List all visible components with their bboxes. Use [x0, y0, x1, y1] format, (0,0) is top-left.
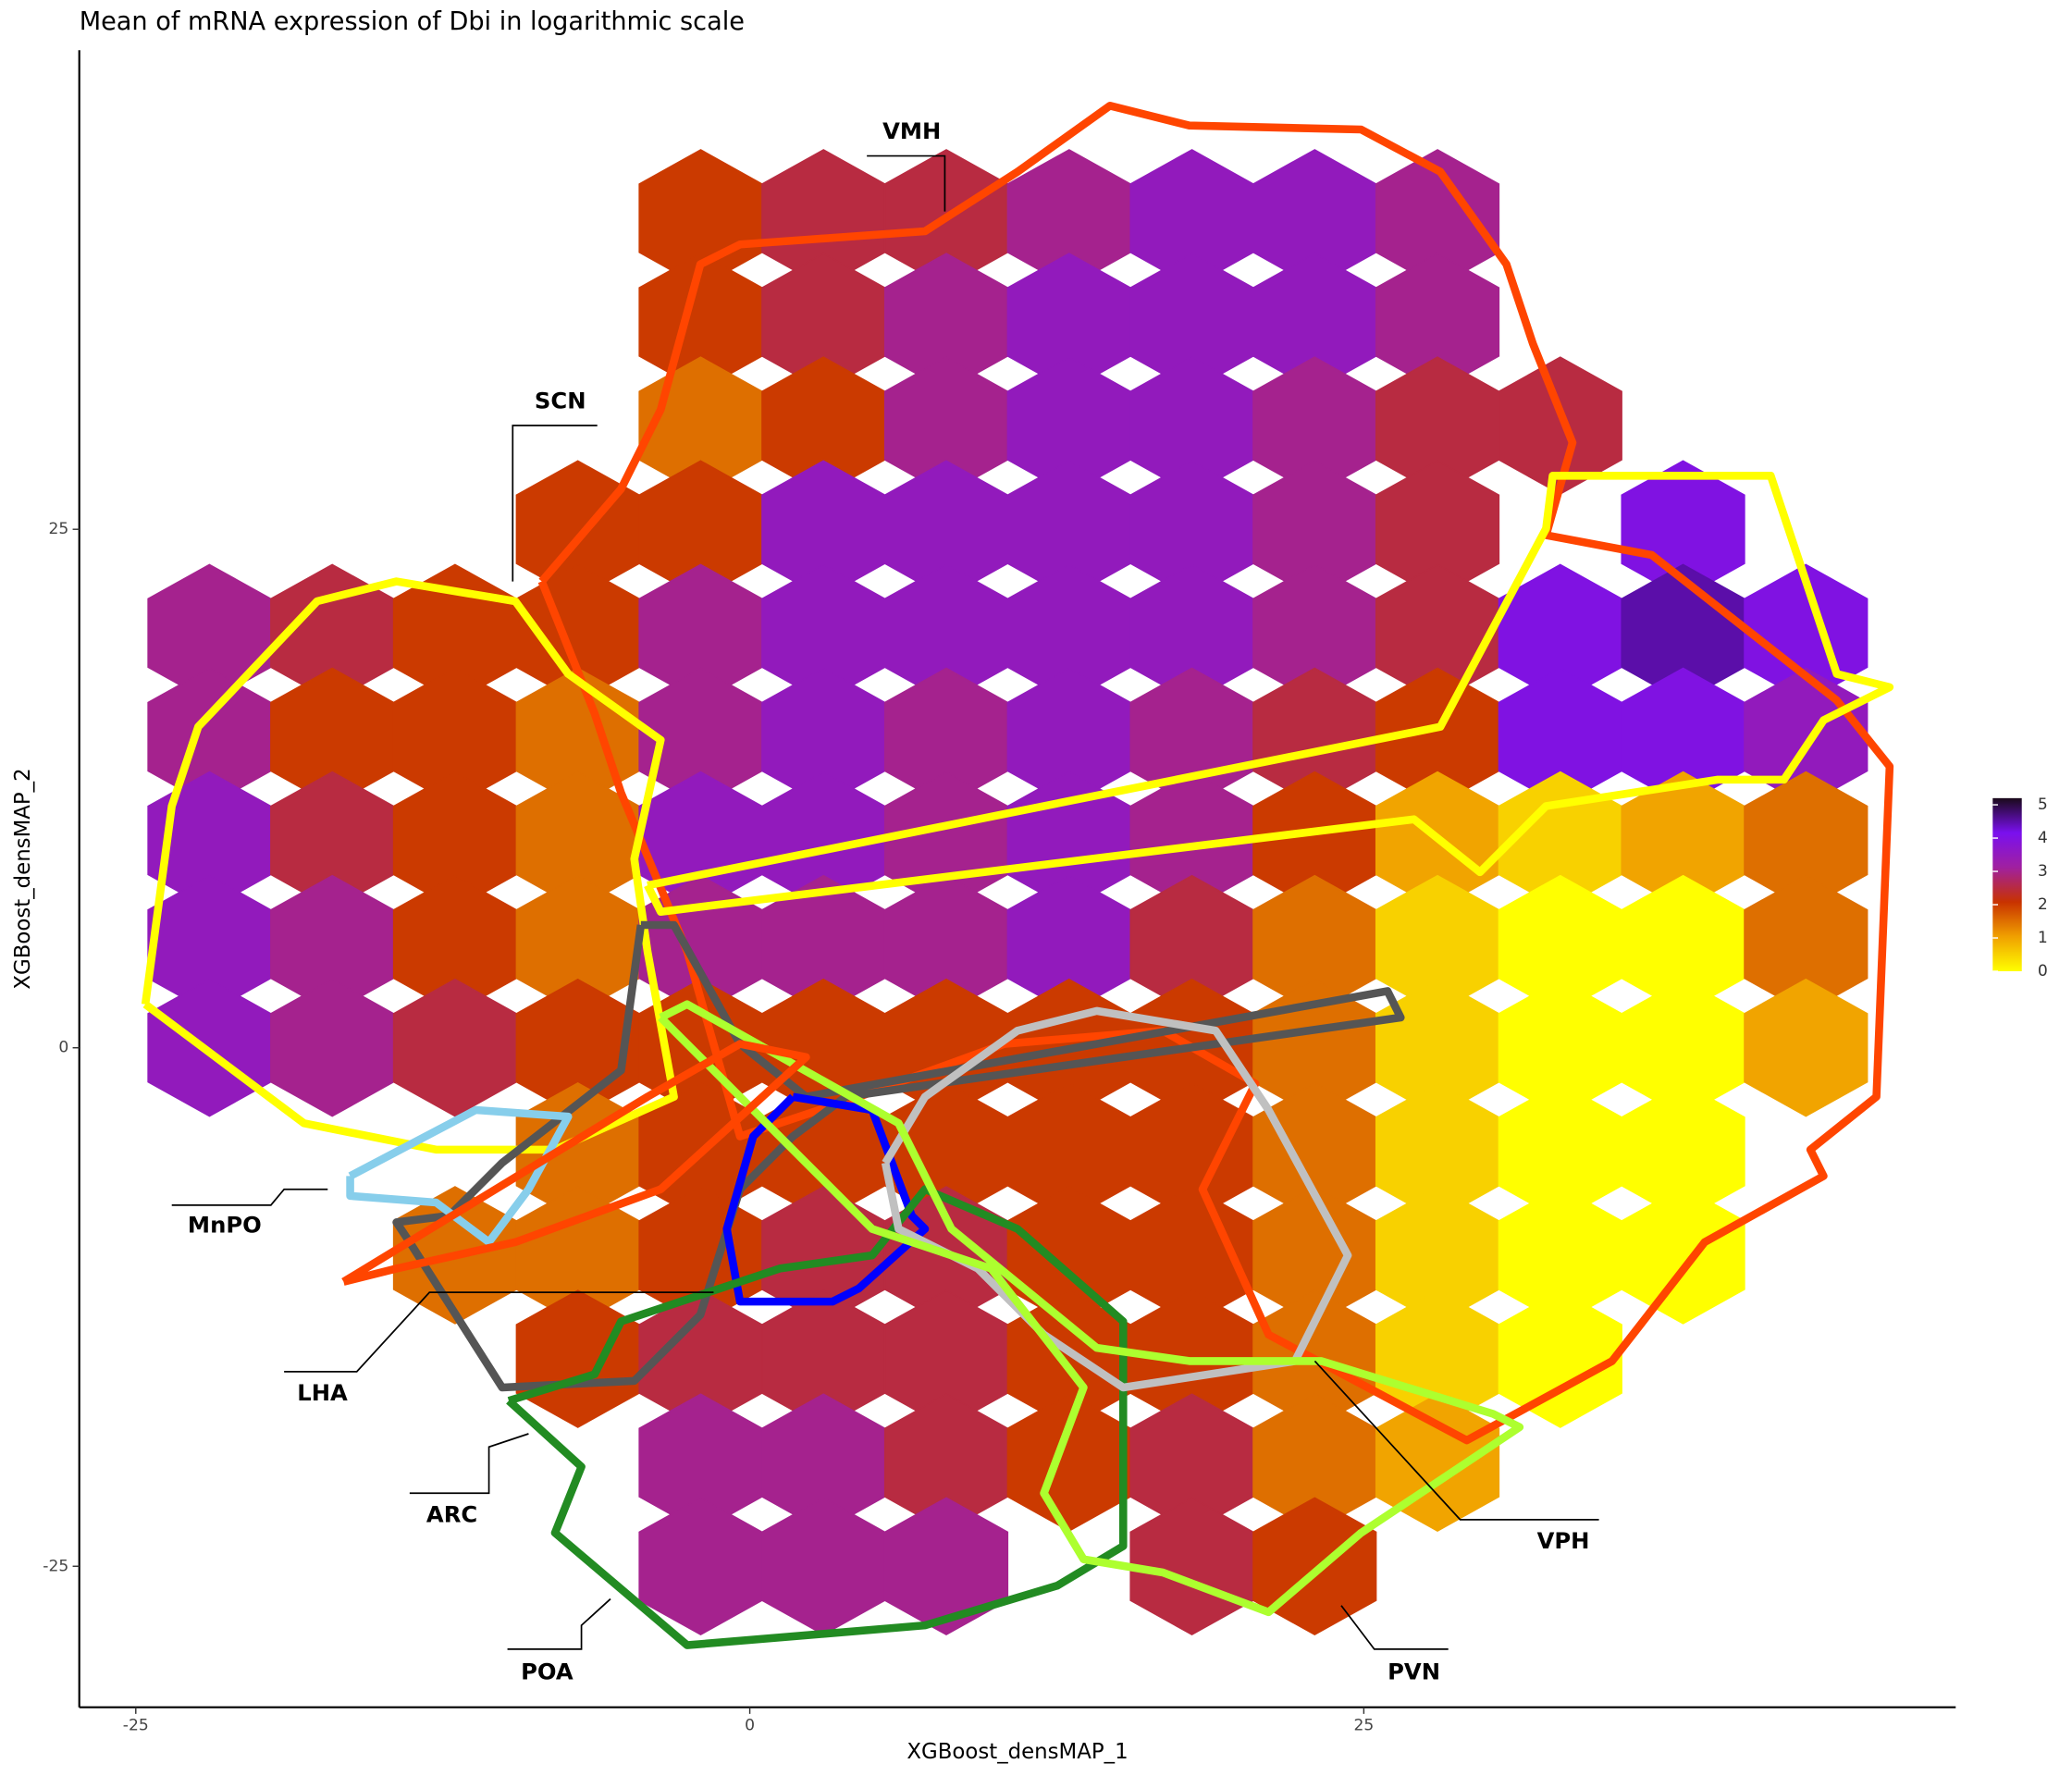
- leader-line: [867, 154, 946, 212]
- x-tick-label: 0: [745, 1717, 755, 1735]
- region-label: ARC: [426, 1501, 477, 1528]
- y-tick-label: 25: [48, 520, 68, 538]
- y-tick-label: 0: [58, 1039, 68, 1057]
- colorbar-tick-label: 3: [2038, 862, 2048, 881]
- leader-line: [171, 1188, 328, 1206]
- hex-cell: [1621, 1186, 1745, 1325]
- y-tick-label: -25: [43, 1557, 68, 1575]
- region-label: PVN: [1388, 1659, 1440, 1685]
- leader-line: [512, 425, 598, 582]
- region-outline: [341, 1040, 810, 1286]
- x-axis-label: XGBoost_densMAP_1: [906, 1740, 1128, 1764]
- leader-line: [1314, 1360, 1599, 1521]
- region-outline: [506, 1185, 1128, 1649]
- colorbar-tick-label: 1: [2038, 929, 2048, 947]
- hex-cell: [883, 1497, 1009, 1636]
- hex-cell: [1498, 1289, 1622, 1428]
- region-label: SCN: [535, 387, 586, 413]
- y-axis-label: XGBoost_densMAP_2: [11, 768, 35, 989]
- leader-line: [284, 1291, 714, 1373]
- leader-line: [409, 1433, 529, 1495]
- colorbar-tick-label: 2: [2038, 895, 2048, 914]
- hex-cell: [638, 1497, 763, 1636]
- hex-cell: [1744, 978, 1868, 1117]
- colorbar: [1992, 797, 2022, 971]
- hex-cell: [515, 1289, 640, 1428]
- colorbar-tick-label: 5: [2038, 796, 2048, 814]
- colorbar-tick-label: 4: [2038, 829, 2048, 847]
- x-tick-label: -25: [123, 1717, 149, 1735]
- region-label: POA: [521, 1659, 574, 1685]
- region-label: VMH: [882, 117, 941, 144]
- region-outline: [537, 102, 1894, 1445]
- region-label: LHA: [297, 1379, 348, 1406]
- region-outline: [392, 920, 1405, 1392]
- region-label: VPH: [1537, 1527, 1590, 1554]
- region-label: MnPO: [188, 1212, 262, 1239]
- region-outline: [881, 1006, 1352, 1392]
- hex-cell: [761, 1497, 886, 1636]
- region-outline: [644, 472, 1894, 917]
- leader-line: [1340, 1605, 1449, 1650]
- x-tick-label: 25: [1353, 1717, 1374, 1735]
- hex-cell: [392, 978, 518, 1117]
- chart-title: Mean of mRNA expression of Dbi in logari…: [80, 7, 745, 36]
- region-outline: [658, 1000, 1524, 1617]
- leader-line: [507, 1597, 611, 1650]
- hex-cell: [1006, 1393, 1131, 1532]
- colorbar-tick-label: 0: [2038, 962, 2048, 980]
- region-outline: [346, 1105, 573, 1247]
- region-outline: [722, 1092, 930, 1306]
- hex-cell: [270, 978, 395, 1117]
- region-outline: [141, 577, 678, 1154]
